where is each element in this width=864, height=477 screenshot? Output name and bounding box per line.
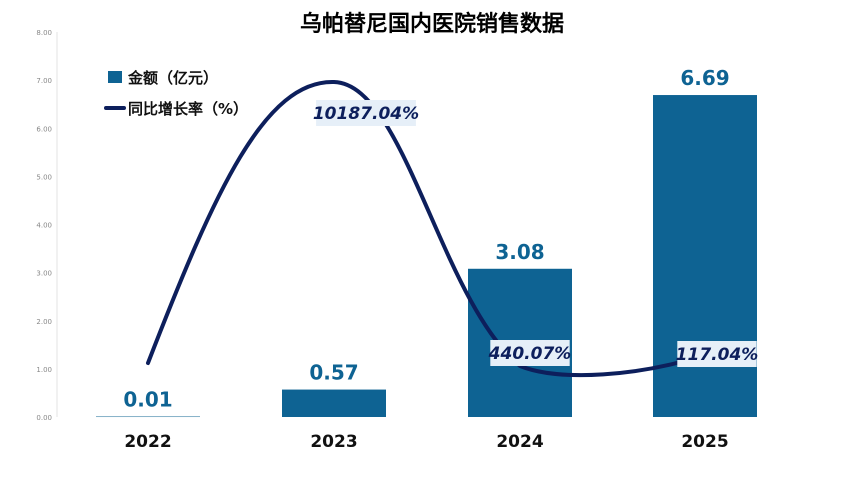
legend: 金额（亿元） 同比增长率（%）: [104, 69, 248, 118]
y-tick-label: 6.00: [36, 125, 52, 133]
x-tick-label: 2022: [124, 432, 171, 452]
bar-value-label: 0.57: [309, 361, 358, 385]
x-tick-label: 2024: [496, 432, 543, 452]
x-axis-labels: 2022 2023 2024 2025: [124, 432, 728, 452]
bar-value-label: 3.08: [495, 240, 544, 264]
growth-value-label: 440.07%: [488, 344, 572, 364]
y-tick-label: 0.00: [36, 414, 52, 422]
legend-line-label: 同比增长率（%）: [128, 100, 248, 118]
legend-bar-swatch: [108, 71, 122, 83]
y-tick-label: 5.00: [36, 173, 52, 181]
chart-title: 乌帕替尼国内医院销售数据: [300, 11, 564, 37]
growth-value-label: 117.04%: [676, 345, 759, 365]
bar-2023: [282, 389, 386, 417]
growth-label-box: [316, 100, 416, 126]
y-tick-label: 4.00: [36, 222, 52, 230]
x-tick-label: 2023: [310, 432, 357, 452]
legend-bar-label: 金额（亿元）: [127, 69, 218, 87]
y-tick-label: 2.00: [36, 318, 52, 326]
bar-value-label: 0.01: [123, 388, 172, 412]
y-tick-label: 8.00: [36, 29, 52, 37]
growth-line-series: [146, 79, 707, 378]
bar-value-label: 6.69: [680, 66, 729, 90]
x-tick-label: 2025: [681, 432, 728, 452]
bar-2022: [96, 416, 200, 418]
y-tick-label: 7.00: [36, 77, 52, 85]
bar-value-labels: 0.01 0.57 3.08 6.69: [123, 66, 729, 411]
growth-line: [146, 79, 707, 378]
growth-value-labels: 10187.04% 440.07% 117.04%: [313, 100, 758, 367]
growth-label-box: [490, 340, 570, 366]
y-axis-ticks: 0.00 1.00 2.00 3.00 4.00 5.00 6.00 7.00 8.00: [36, 29, 52, 422]
growth-value-label: 10187.04%: [313, 104, 419, 124]
y-tick-label: 3.00: [36, 270, 52, 278]
y-tick-label: 1.00: [36, 366, 52, 374]
bar-2025: [653, 95, 757, 417]
growth-label-box: [677, 341, 757, 367]
